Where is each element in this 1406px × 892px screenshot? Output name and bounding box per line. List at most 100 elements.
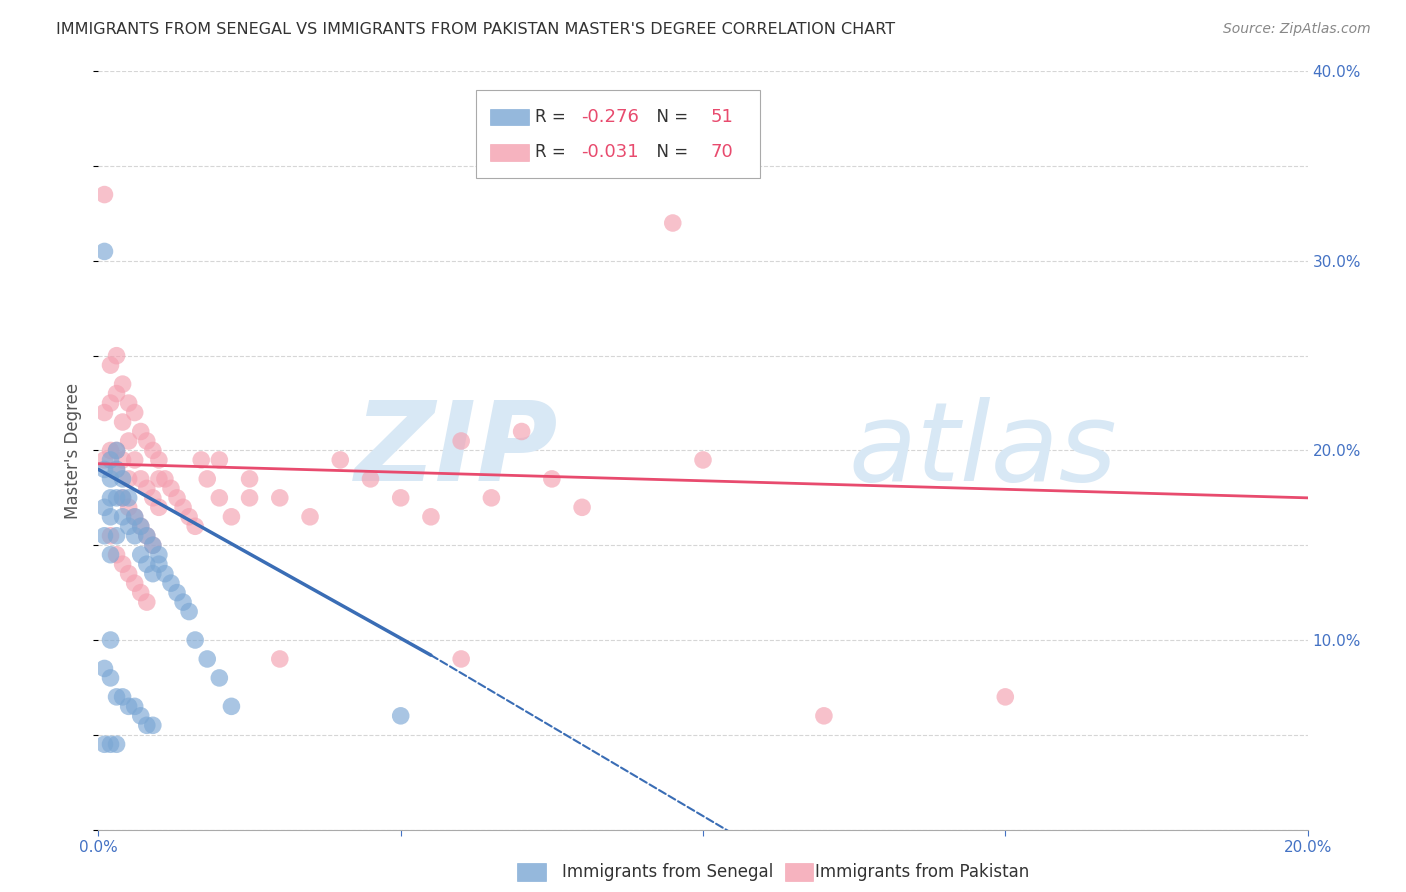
Point [124, 406, 146, 420]
Point [142, 718, 165, 732]
Point [153, 566, 176, 581]
Point [124, 453, 146, 467]
Point [195, 472, 218, 486]
Point [93, 453, 115, 467]
Point [93, 661, 115, 675]
Point [208, 491, 231, 505]
Point [100, 396, 122, 410]
Point [100, 443, 122, 458]
Text: 70: 70 [710, 144, 733, 161]
Bar [491, 145, 529, 161]
Text: -0.276: -0.276 [581, 108, 638, 126]
Point [129, 472, 152, 486]
Point [100, 671, 122, 685]
Point [692, 453, 714, 467]
Point [111, 509, 134, 524]
Point [172, 595, 194, 609]
Point [105, 548, 128, 562]
Point [510, 425, 533, 439]
Point [481, 491, 503, 505]
Point [239, 491, 262, 505]
Point [148, 472, 170, 486]
Point [100, 633, 122, 648]
Point [105, 737, 128, 751]
Point [100, 548, 122, 562]
Point [661, 216, 683, 230]
Text: N =: N = [647, 144, 693, 161]
Point [269, 652, 291, 666]
Bar [475, 90, 759, 178]
Point [111, 491, 134, 505]
Point [221, 509, 243, 524]
Point [148, 557, 170, 572]
Point [142, 443, 165, 458]
Point [129, 519, 152, 533]
Point [93, 244, 115, 259]
Text: Source: ZipAtlas.com: Source: ZipAtlas.com [1223, 22, 1371, 37]
Point [571, 500, 593, 515]
Point [93, 529, 115, 543]
Point [105, 462, 128, 476]
Point [105, 491, 128, 505]
Point [160, 482, 183, 496]
Point [105, 462, 128, 476]
Point [148, 453, 170, 467]
Point [148, 500, 170, 515]
Point [100, 358, 122, 372]
Y-axis label: Master's Degree: Master's Degree [65, 383, 83, 518]
Point [166, 491, 188, 505]
Point [142, 566, 165, 581]
Text: N =: N = [647, 108, 693, 126]
Point [420, 509, 443, 524]
Point [142, 538, 165, 552]
Point [329, 453, 352, 467]
Point [172, 500, 194, 515]
Point [93, 406, 115, 420]
Point [93, 462, 115, 476]
Point [269, 491, 291, 505]
Point [994, 690, 1017, 704]
Point [179, 605, 201, 619]
Point [450, 652, 472, 666]
Point [124, 509, 146, 524]
Point [450, 434, 472, 448]
Point [100, 453, 122, 467]
Point [105, 529, 128, 543]
Point [184, 633, 207, 648]
Point [124, 529, 146, 543]
Text: atlas: atlas [848, 397, 1116, 504]
Point [105, 690, 128, 704]
Point [118, 491, 141, 505]
Point [118, 500, 141, 515]
Point [195, 652, 218, 666]
Point [118, 519, 141, 533]
Point [129, 548, 152, 562]
Point [111, 453, 134, 467]
Point [118, 434, 141, 448]
Point [124, 509, 146, 524]
Text: Immigrants from Pakistan: Immigrants from Pakistan [815, 863, 1029, 881]
Point [105, 443, 128, 458]
Point [93, 187, 115, 202]
Point [100, 509, 122, 524]
Point [124, 576, 146, 591]
Point [118, 566, 141, 581]
Point [135, 434, 157, 448]
Point [93, 737, 115, 751]
Text: -0.031: -0.031 [581, 144, 638, 161]
Point [129, 708, 152, 723]
Point [129, 585, 152, 599]
Point [208, 453, 231, 467]
Point [166, 585, 188, 599]
Point [105, 443, 128, 458]
Point [118, 396, 141, 410]
Point [135, 482, 157, 496]
Bar [491, 109, 529, 125]
Text: IMMIGRANTS FROM SENEGAL VS IMMIGRANTS FROM PAKISTAN MASTER'S DEGREE CORRELATION : IMMIGRANTS FROM SENEGAL VS IMMIGRANTS FR… [56, 22, 896, 37]
Point [389, 708, 412, 723]
Point [118, 472, 141, 486]
Point [179, 509, 201, 524]
Text: ZIP: ZIP [354, 397, 558, 504]
Point [148, 548, 170, 562]
Point [111, 377, 134, 392]
